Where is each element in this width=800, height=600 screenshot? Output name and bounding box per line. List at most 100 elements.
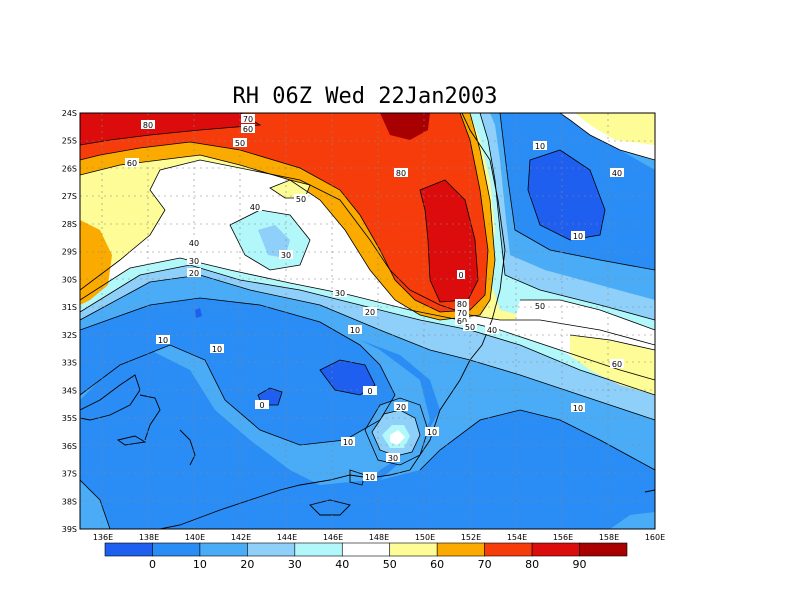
contour-label: 10 bbox=[343, 438, 353, 447]
contour-label: 10 bbox=[427, 428, 437, 437]
low-pocket-3 bbox=[195, 308, 202, 318]
contour-label: 60 bbox=[457, 317, 467, 326]
band-90-nw bbox=[80, 113, 260, 145]
ne-0-10 bbox=[528, 150, 605, 240]
colorbar-label: 30 bbox=[288, 558, 302, 571]
contour-label: 80 bbox=[143, 121, 153, 130]
contour-label: 30 bbox=[281, 251, 291, 260]
lat-tick-label: 39S bbox=[62, 525, 77, 534]
contour-label: 10 bbox=[573, 404, 583, 413]
contour-label: 0 bbox=[458, 271, 463, 280]
colorbar-swatch bbox=[199, 542, 248, 557]
contour-label: 80 bbox=[396, 169, 406, 178]
plot-frame bbox=[79, 112, 656, 530]
contour-label: 10 bbox=[158, 336, 168, 345]
longitude-labels: 136E 138E 140E 142E 144E 146E 148E 150E 152E 154E… bbox=[93, 533, 665, 542]
bull-50 bbox=[390, 430, 405, 445]
colorbar-swatch bbox=[341, 542, 391, 557]
band-30-40 bbox=[80, 265, 655, 420]
band-20-30-se bbox=[610, 512, 655, 529]
lon-tick-label: 150E bbox=[415, 533, 435, 542]
lat-tick-label: 37S bbox=[62, 470, 77, 479]
contour-label: 50 bbox=[535, 302, 545, 311]
ne-yellow bbox=[575, 113, 655, 145]
pocket-30 bbox=[258, 225, 290, 258]
contour-label: 50 bbox=[296, 195, 306, 204]
colorbar-label: 0 bbox=[149, 558, 156, 571]
contour-label: 70 bbox=[243, 115, 253, 124]
lon-tick-label: 146E bbox=[323, 533, 343, 542]
colorbar-label: 50 bbox=[383, 558, 397, 571]
lat-tick-label: 34S bbox=[62, 386, 77, 395]
contour-label: 10 bbox=[535, 142, 545, 151]
lat-tick-label: 36S bbox=[62, 442, 77, 451]
colorbar-swatch bbox=[152, 542, 201, 557]
contour-label: 10 bbox=[573, 232, 583, 241]
band-40-50 bbox=[80, 258, 655, 395]
latitude-labels: 24S 25S 26S 27S 28S 29S 30S 31S 32S 33S 34S 35S 36S 3… bbox=[62, 109, 77, 534]
lat-tick-label: 30S bbox=[62, 275, 77, 284]
contour-labels: 80 70 60 50 60 40 50 30 40 30 20 10 30 2… bbox=[125, 114, 624, 482]
lat-tick-label: 38S bbox=[62, 497, 77, 506]
colorbar-swatch bbox=[484, 542, 533, 557]
contour-label: 40 bbox=[250, 203, 260, 212]
band-max bbox=[380, 113, 430, 140]
band-20-30-sw bbox=[80, 480, 110, 529]
colorbar-swatch bbox=[389, 542, 438, 557]
filled-contours: 80 70 60 50 60 40 50 30 40 30 20 10 30 2… bbox=[80, 113, 655, 529]
contour-lines bbox=[80, 113, 655, 529]
colorbar-label: 90 bbox=[573, 558, 587, 571]
lon-tick-label: 142E bbox=[231, 533, 251, 542]
lon-tick-label: 148E bbox=[369, 533, 389, 542]
colorbar-label: 20 bbox=[240, 558, 254, 571]
lon-tick-label: 136E bbox=[93, 533, 113, 542]
lat-tick-label: 25S bbox=[62, 137, 77, 146]
lon-tick-label: 156E bbox=[553, 533, 573, 542]
contour-label: 0 bbox=[367, 387, 372, 396]
contour-label: 50 bbox=[465, 323, 475, 332]
colorbar-label: 80 bbox=[525, 558, 539, 571]
yellow-pocket bbox=[270, 180, 310, 198]
lat-tick-label: 28S bbox=[62, 220, 77, 229]
contour-label: 10 bbox=[365, 473, 375, 482]
band-50-60 bbox=[80, 160, 655, 380]
lon-tick-label: 160E bbox=[645, 533, 665, 542]
lat-tick-label: 33S bbox=[62, 359, 77, 368]
colorbar-swatch bbox=[579, 542, 628, 557]
colorbar-label: 60 bbox=[430, 558, 444, 571]
colorbar: 0 10 20 30 40 50 60 70 80 90 bbox=[104, 542, 628, 571]
lat-tick-label: 24S bbox=[62, 109, 77, 118]
contour-label: 80 bbox=[457, 300, 467, 309]
band-80-90 bbox=[80, 113, 488, 312]
contour-label: 20 bbox=[396, 403, 406, 412]
contour-label: 20 bbox=[365, 308, 375, 317]
contour-label: 20 bbox=[189, 269, 199, 278]
colorbar-swatch bbox=[247, 542, 296, 557]
colorbar-swatch bbox=[436, 542, 485, 557]
contour-label: 10 bbox=[350, 326, 360, 335]
lon-tick-label: 144E bbox=[277, 533, 297, 542]
lat-tick-label: 27S bbox=[62, 192, 77, 201]
contour-label: 30 bbox=[388, 454, 398, 463]
colorbar-swatch bbox=[294, 542, 343, 557]
contour-label: 50 bbox=[235, 139, 245, 148]
lat-tick-label: 32S bbox=[62, 331, 77, 340]
lon-tick-label: 158E bbox=[599, 533, 619, 542]
lat-tick-label: 35S bbox=[62, 414, 77, 423]
contour-label: 60 bbox=[612, 360, 622, 369]
lat-tick-label: 29S bbox=[62, 248, 77, 257]
lon-tick-label: 152E bbox=[461, 533, 481, 542]
colorbar-label: 70 bbox=[478, 558, 492, 571]
colorbar-swatch bbox=[104, 542, 153, 557]
colorbar-label: 40 bbox=[335, 558, 349, 571]
colorbar-label: 10 bbox=[193, 558, 207, 571]
contour-label: 30 bbox=[335, 289, 345, 298]
band-20-30-coast bbox=[80, 275, 655, 480]
low-pocket-1 bbox=[320, 360, 375, 395]
contour-label: 60 bbox=[127, 159, 137, 168]
contour-label: 70 bbox=[457, 309, 467, 318]
lon-tick-label: 138E bbox=[139, 533, 159, 542]
colorbar-swatch bbox=[531, 542, 580, 557]
contour-label: 40 bbox=[612, 169, 622, 178]
lon-tick-label: 154E bbox=[507, 533, 527, 542]
